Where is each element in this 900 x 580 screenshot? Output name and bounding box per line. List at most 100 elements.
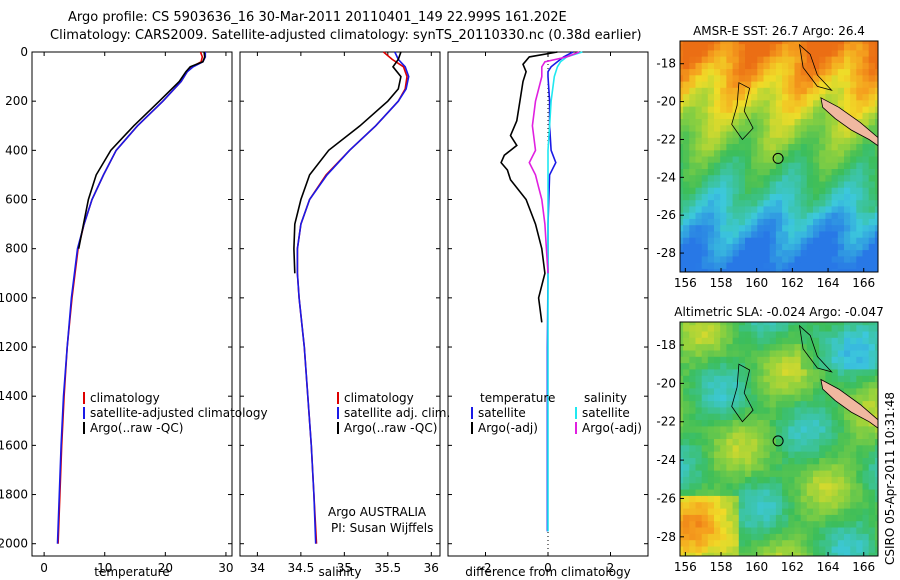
- map-cell: [782, 137, 789, 145]
- map-cell: [874, 243, 878, 251]
- map-cell: [837, 337, 845, 345]
- map-cell: [850, 212, 857, 220]
- map-cell: [850, 218, 857, 226]
- map-cell: [695, 125, 703, 133]
- map-cell: [800, 552, 808, 556]
- map-cell: [856, 445, 864, 453]
- map-cell: [701, 150, 709, 158]
- map-cell: [695, 344, 703, 351]
- map-cell: [701, 243, 709, 251]
- map-cell: [707, 262, 715, 270]
- map-cell: [813, 432, 820, 440]
- map-cell: [837, 162, 845, 170]
- map-cell: [788, 495, 796, 503]
- map-cell: [695, 262, 703, 270]
- map-cell: [757, 56, 765, 64]
- map-cell: [782, 375, 789, 383]
- map-cell: [788, 81, 796, 89]
- map-cell: [782, 508, 789, 516]
- map-cell: [794, 325, 802, 333]
- map-cell: [782, 225, 789, 232]
- map-cell: [874, 106, 878, 114]
- map-cell: [757, 426, 765, 434]
- map-cell: [726, 218, 734, 226]
- map-cell: [720, 483, 727, 491]
- map-cell: [751, 470, 758, 478]
- map-cell: [763, 256, 771, 264]
- map-cell: [831, 483, 839, 491]
- map-cell: [831, 225, 839, 232]
- map-cell: [806, 451, 814, 459]
- map-cell: [874, 394, 878, 402]
- map-cell: [837, 125, 845, 133]
- map-cell: [714, 363, 721, 370]
- map-cell: [769, 181, 777, 189]
- map-cell: [695, 458, 703, 465]
- map-cell: [680, 439, 684, 446]
- map-cell: [862, 75, 870, 83]
- map-cell: [862, 106, 870, 114]
- map-cell: [720, 552, 727, 556]
- map-cell: [825, 464, 833, 472]
- map-cell: [775, 325, 783, 333]
- map-cell: [862, 514, 870, 522]
- map-cell: [707, 476, 715, 484]
- map-cell: [689, 162, 697, 170]
- map-cell: [695, 394, 703, 402]
- map-cell: [862, 225, 870, 232]
- map-cell: [695, 62, 703, 70]
- map-cell: [800, 125, 808, 133]
- map-cell: [806, 231, 814, 239]
- map-cell: [769, 256, 777, 264]
- map-cell: [831, 256, 839, 264]
- map-cell: [707, 162, 715, 170]
- map-cell: [732, 331, 740, 339]
- map-cell: [683, 476, 690, 484]
- map-cell: [806, 169, 814, 176]
- map-cell: [683, 206, 690, 214]
- map-cell: [701, 356, 709, 364]
- map-cell: [794, 489, 802, 497]
- map-cell: [856, 150, 864, 158]
- map-cell: [726, 112, 734, 120]
- map-cell: [707, 331, 715, 339]
- map-cell: [714, 100, 721, 108]
- map-cell: [680, 426, 684, 434]
- map-cell: [745, 69, 752, 76]
- map-cell: [683, 131, 690, 139]
- map-cell: [844, 451, 851, 459]
- map-cell: [850, 458, 857, 465]
- map-cell: [720, 413, 727, 421]
- map-cell: [806, 439, 814, 446]
- map-cell: [856, 382, 864, 389]
- map-cell: [844, 407, 851, 415]
- map-cell: [874, 41, 878, 45]
- map-cell: [732, 514, 740, 522]
- map-cell: [757, 401, 765, 408]
- map-cell: [680, 527, 684, 535]
- map-cell: [680, 382, 684, 389]
- map-cell: [769, 420, 777, 427]
- map-cell: [856, 44, 864, 51]
- map-cell: [689, 540, 697, 548]
- map-cell: [800, 231, 808, 239]
- map-cell: [701, 62, 709, 70]
- map-cell: [745, 325, 752, 333]
- map-cell: [720, 81, 727, 89]
- map-cell: [862, 470, 870, 478]
- map-cell: [856, 156, 864, 164]
- map-cell: [738, 187, 746, 195]
- map-cell: [745, 401, 752, 408]
- map-cell: [775, 194, 783, 201]
- map-cell: [695, 44, 703, 51]
- map-cell: [775, 175, 783, 182]
- map-cell: [726, 413, 734, 421]
- map-cell: [738, 144, 746, 151]
- map-cell: [837, 527, 845, 535]
- map-cell: [806, 426, 814, 434]
- map-cell: [819, 407, 826, 415]
- map-cell: [825, 432, 833, 440]
- map-cell: [874, 337, 878, 345]
- map-cell: [720, 75, 727, 83]
- map-cell: [714, 156, 721, 164]
